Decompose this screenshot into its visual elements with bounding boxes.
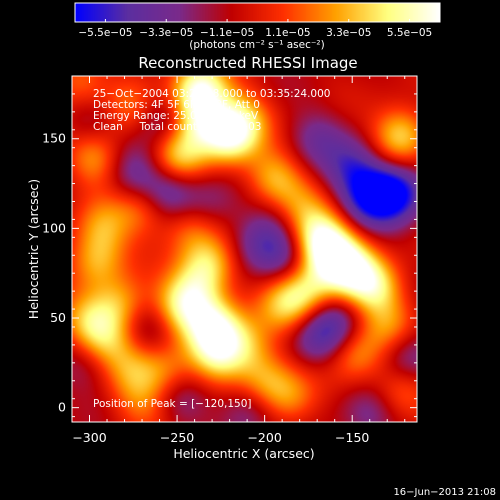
x-tick-label: −200: [247, 430, 281, 445]
colorbar-tick-label: 3.3e−05: [326, 27, 371, 39]
x-axis-tick-labels: −300 −250 −200 −150: [72, 430, 369, 445]
y-tick-label: 50: [50, 310, 66, 325]
y-tick-label: 150: [42, 131, 66, 146]
annotation-energy-range: Energy Range: 25.0 − 50.0 keV: [93, 110, 259, 122]
y-axis-tick-labels: 0 50 100 150: [42, 131, 66, 415]
x-axis-label: Heliocentric X (arcsec): [173, 446, 314, 461]
colorbar-tick-label: −5.5e−05: [78, 27, 132, 39]
annotation-time-range: 25−Oct−2004 03:29:48.000 to 03:35:24.000: [93, 88, 330, 100]
annotation-clean-counts: Clean Total counts: 3.62E+03: [93, 121, 262, 133]
annotation-peak-position: Position of Peak = [−120,150]: [93, 398, 252, 410]
annotation-detectors: Detectors: 4F 5F 6F 7F 8F, Att 0: [93, 99, 260, 111]
colorbar-tick-labels: −5.5e−05 −3.3e−05 −1.1e−05 1.1e−05 3.3e−05 5.…: [78, 27, 432, 39]
plot-frame: [71, 75, 418, 423]
colorbar-gradient: [75, 3, 440, 22]
colorbar-tick-label: −3.3e−05: [139, 27, 193, 39]
colorbar-frame: [74, 2, 441, 23]
footer-timestamp: 16−Jun−2013 21:08: [393, 487, 496, 498]
x-tick-label: −150: [335, 430, 369, 445]
x-tick-label: −250: [160, 430, 194, 445]
y-axis-ticks: [72, 75, 417, 418]
colorbar-units: (photons cm⁻² s⁻¹ asec⁻²): [189, 39, 324, 51]
y-tick-label: 0: [58, 400, 66, 415]
x-axis-ticks: [71, 76, 406, 422]
chart-title: Reconstructed RHESSI Image: [138, 54, 357, 72]
colorbar-ticks: [104, 19, 411, 22]
x-tick-label: −300: [72, 430, 106, 445]
y-tick-label: 100: [42, 220, 66, 235]
colorbar-tick-label: 5.5e−05: [387, 27, 432, 39]
colorbar-tick-label: −1.1e−05: [200, 27, 254, 39]
heatmap-image: [72, 76, 417, 422]
y-axis-label: Heliocentric Y (arcsec): [26, 179, 41, 319]
colorbar-tick-label: 1.1e−05: [265, 27, 310, 39]
